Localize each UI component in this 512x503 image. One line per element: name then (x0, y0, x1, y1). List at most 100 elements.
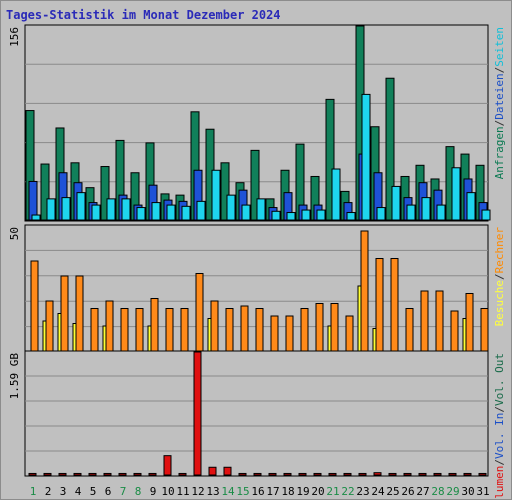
panel-frame (24, 350, 489, 477)
bar-seiten-8 (136, 207, 146, 221)
legend-entry-4: / (493, 67, 506, 74)
bar-seiten-3 (61, 197, 71, 221)
bar-seiten-12 (196, 200, 206, 221)
bar-seiten-20 (316, 209, 326, 221)
bar-anfragen-6 (100, 166, 110, 221)
bar-volumen-17 (268, 472, 277, 476)
x-tick-label: 16 (251, 485, 264, 498)
bar-rechner-23 (360, 230, 369, 352)
x-tick-label: 31 (476, 485, 489, 498)
x-tick-label: 18 (281, 485, 294, 498)
bar-rechner-15 (240, 305, 249, 352)
bar-rechner-20 (315, 303, 324, 352)
bar-seiten-19 (301, 209, 311, 221)
bar-volumen-27 (418, 472, 427, 476)
bar-rechner-28 (435, 290, 444, 352)
series-legend: Volumen/Vol. In/Vol. Out (493, 353, 506, 499)
bar-seiten-13 (211, 169, 221, 221)
bar-anfragen-14 (220, 162, 230, 221)
bar-seiten-2 (46, 198, 56, 221)
bar-rechner-12 (195, 273, 204, 352)
bar-seiten-10 (166, 204, 176, 221)
bar-volumen-22 (343, 472, 352, 476)
bar-volumen-20 (313, 472, 322, 476)
x-tick-label: 21 (326, 485, 339, 498)
x-tick-label: 14 (221, 485, 235, 498)
bar-seiten-15 (241, 204, 251, 221)
bar-volumen-1 (28, 472, 37, 476)
bar-seiten-27 (421, 197, 431, 221)
legend-entry-3: Dateien (493, 73, 506, 119)
bar-rechner-6 (105, 300, 114, 352)
x-tick-label: 30 (461, 485, 474, 498)
bar-volumen-24 (373, 472, 382, 476)
bar-volumen-29 (448, 472, 457, 476)
x-tick-label: 26 (401, 485, 414, 498)
bar-seiten-5 (91, 204, 101, 221)
bar-seiten-25 (391, 185, 401, 221)
bar-volumen-2 (43, 472, 52, 476)
bar-volumen-10 (163, 455, 172, 476)
bar-rechner-24 (375, 258, 384, 352)
bar-rechner-14 (225, 308, 234, 352)
bar-anfragen-16 (250, 149, 260, 221)
bar-seiten-29 (451, 167, 461, 221)
x-tick-label: 22 (341, 485, 354, 498)
bar-seiten-9 (151, 202, 161, 221)
legend-entry-3: Vol. In (493, 413, 506, 459)
x-tick-label: 8 (135, 485, 142, 498)
x-tick-label: 5 (90, 485, 97, 498)
bar-rechner-30 (465, 293, 474, 352)
series-legend: Besuche/Rechner (493, 227, 506, 327)
bar-rechner-25 (390, 258, 399, 352)
x-tick-label: 19 (296, 485, 309, 498)
scale-label: 1.59 GB (8, 353, 21, 400)
x-tick-label: 24 (371, 485, 385, 498)
x-tick-label: 15 (236, 485, 249, 498)
x-tick-label: 11 (176, 485, 189, 498)
legend-entry-5: Seiten (493, 27, 506, 67)
legend-entry-1: Anfragen (493, 126, 506, 179)
bar-seiten-7 (121, 198, 131, 221)
bar-anfragen-21 (325, 98, 335, 221)
bar-rechner-4 (75, 275, 84, 352)
bar-volumen-3 (58, 472, 67, 476)
bar-seiten-23 (361, 93, 371, 221)
bar-rechner-18 (285, 315, 294, 352)
bar-rechner-21 (330, 303, 339, 352)
bar-rechner-9 (150, 298, 159, 352)
x-tick-label: 7 (120, 485, 127, 498)
x-tick-label: 6 (105, 485, 112, 498)
series-legend: Anfragen/Dateien/Seiten (493, 27, 506, 179)
bar-seiten-16 (256, 198, 266, 221)
legend-entry-2: / (493, 120, 506, 127)
bar-volumen-19 (298, 472, 307, 476)
bar-volumen-7 (118, 472, 127, 476)
bar-seiten-18 (286, 212, 296, 221)
bar-dateien-1 (28, 180, 38, 221)
x-tick-label: 17 (266, 485, 279, 498)
bar-seiten-30 (466, 192, 476, 221)
bar-volumen-25 (388, 472, 397, 476)
scale-label: 156 (8, 27, 21, 47)
bar-seiten-22 (346, 212, 356, 221)
legend-entry-1: Volumen (493, 466, 506, 499)
bar-rechner-26 (405, 308, 414, 352)
scale-label: 50 (8, 227, 21, 240)
bar-seiten-14 (226, 194, 236, 221)
legend-entry-4: / (493, 406, 506, 413)
chart-title: Tages-Statistik im Monat Dezember 2024 (6, 8, 281, 22)
bar-seiten-1 (31, 214, 41, 221)
legend-entry-5: Vol. Out (493, 353, 506, 406)
x-tick-label: 20 (311, 485, 324, 498)
bar-rechner-29 (450, 310, 459, 352)
bar-volumen-12 (193, 351, 202, 476)
legend-entry-1: Besuche (493, 280, 506, 326)
bar-seiten-6 (106, 198, 116, 221)
bar-rechner-22 (345, 315, 354, 352)
x-tick-label: 1 (30, 485, 37, 498)
bar-rechner-7 (120, 308, 129, 352)
bar-seiten-31 (481, 209, 491, 221)
